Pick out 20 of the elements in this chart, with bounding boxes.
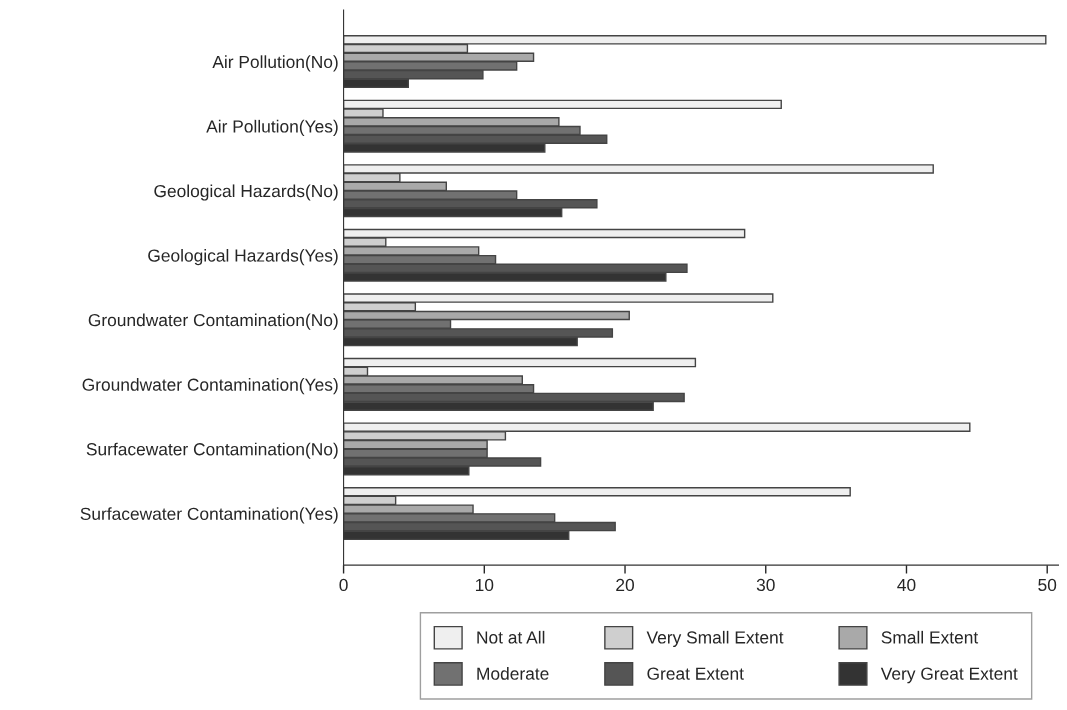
y-tick-label: Surfacewater Contamination(Yes) (80, 507, 338, 524)
x-tick-label: 40 (897, 578, 916, 592)
x-tick-label: 20 (616, 578, 634, 592)
x-tick-label: 10 (475, 578, 494, 592)
x-tick-label: 0 (339, 578, 348, 592)
x-tick-label: 50 (1038, 578, 1057, 592)
x-tick-label: 30 (756, 578, 775, 592)
y-tick-label: Air Pollution(Yes) (206, 119, 338, 137)
y-tick-label: Air Pollution(No) (212, 55, 338, 72)
y-tick-label: Geological Hazards(Yes) (148, 248, 338, 266)
legend-label: Very Great Extent (880, 667, 1018, 684)
y-tick-label: Groundwater Contamination(No) (88, 313, 338, 330)
legend-label: Small Extent (881, 630, 979, 644)
y-tick-label: Groundwater Contamination(Yes) (82, 378, 338, 395)
legend-label: Moderate (477, 667, 549, 680)
y-tick-label: Surfacewater Contamination(No) (86, 442, 338, 459)
y-tick-label: Geological Hazards(No) (154, 184, 338, 201)
legend-label: Not at All (477, 630, 545, 644)
legend-label: Very Small Extent (646, 630, 784, 648)
legend-label: Great Extent (647, 667, 744, 680)
